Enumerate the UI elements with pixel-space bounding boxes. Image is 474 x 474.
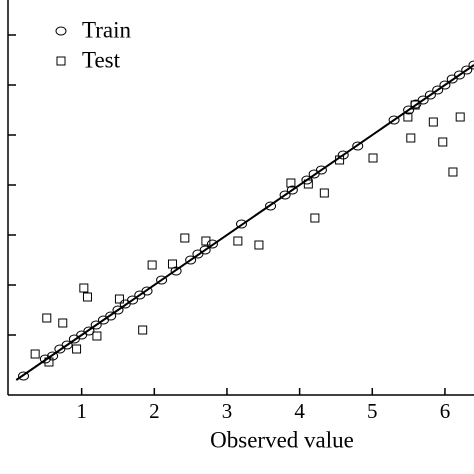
legend-marker xyxy=(55,26,67,36)
test-point xyxy=(410,100,420,110)
train-point xyxy=(424,90,436,100)
train-point xyxy=(206,239,218,249)
train-point xyxy=(105,311,117,321)
test-point xyxy=(44,357,54,367)
train-point xyxy=(127,295,139,305)
test-point xyxy=(114,294,124,304)
test-point xyxy=(428,117,438,127)
test-point xyxy=(448,167,458,177)
train-point xyxy=(112,305,124,315)
test-point xyxy=(72,344,82,354)
train-point xyxy=(468,60,474,70)
test-point xyxy=(406,133,416,143)
test-point xyxy=(310,213,320,223)
train-point xyxy=(199,245,211,255)
test-point xyxy=(286,178,296,188)
train-point xyxy=(439,80,451,90)
train-point xyxy=(90,320,102,330)
train-point xyxy=(403,105,415,115)
test-point xyxy=(79,283,89,293)
test-point xyxy=(92,331,102,341)
train-point xyxy=(315,165,327,175)
train-point xyxy=(236,219,247,229)
test-point xyxy=(403,112,413,122)
identity-line xyxy=(15,64,474,381)
test-point xyxy=(319,188,329,198)
train-point xyxy=(461,65,473,75)
x-axis-label: Observed value xyxy=(210,427,354,452)
train-point xyxy=(18,371,30,381)
legend-marker xyxy=(56,56,66,66)
test-point xyxy=(42,313,52,323)
test-point xyxy=(180,233,190,243)
test-point xyxy=(147,260,157,270)
test-point xyxy=(30,349,40,359)
x-tick-label: 3 xyxy=(222,399,233,423)
test-point xyxy=(138,325,148,335)
train-point xyxy=(388,115,400,125)
legend-label: Test xyxy=(82,47,121,72)
train-point xyxy=(417,95,429,105)
train-point xyxy=(141,286,153,296)
test-point xyxy=(167,259,177,269)
x-tick-label: 5 xyxy=(367,399,378,423)
train-point xyxy=(453,70,465,80)
train-point xyxy=(352,141,364,151)
train-point xyxy=(185,255,197,265)
train-point xyxy=(83,326,95,336)
test-point xyxy=(233,236,243,246)
train-point xyxy=(279,190,291,200)
x-tick-label: 1 xyxy=(76,399,87,423)
legend-label: Train xyxy=(82,17,131,42)
test-point xyxy=(82,292,92,302)
train-point xyxy=(432,85,444,95)
x-tick-label: 4 xyxy=(294,399,305,423)
test-point xyxy=(368,153,378,163)
train-point xyxy=(265,201,277,211)
train-point xyxy=(286,185,298,195)
test-point xyxy=(201,236,211,246)
test-point xyxy=(58,318,68,328)
x-tick-label: 2 xyxy=(149,399,160,423)
test-point xyxy=(303,179,313,189)
test-point xyxy=(438,137,448,147)
test-point xyxy=(335,155,345,165)
train-point xyxy=(156,275,168,285)
x-tick-label: 6 xyxy=(440,399,451,423)
test-point xyxy=(455,112,465,122)
test-point xyxy=(254,240,264,250)
